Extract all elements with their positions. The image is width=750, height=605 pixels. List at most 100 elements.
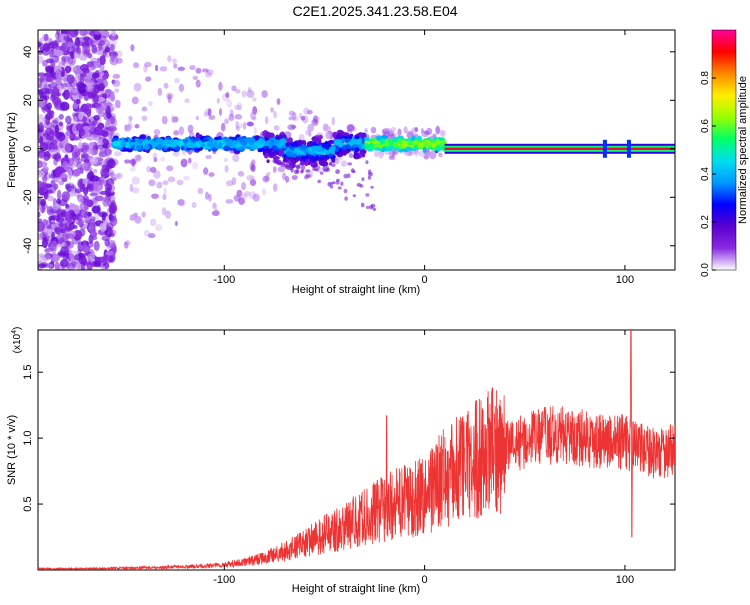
heatmap-cell xyxy=(216,98,220,104)
heatmap-cell xyxy=(322,123,329,132)
heatmap-cell xyxy=(42,237,48,249)
heatmap-cell xyxy=(85,84,94,93)
heatmap-cell xyxy=(240,139,248,146)
heatmap-cell xyxy=(167,176,176,183)
heatmap-cell xyxy=(92,168,98,174)
heatmap-cell xyxy=(236,102,243,111)
heatmap-cell xyxy=(72,144,78,149)
heatmap-cell xyxy=(88,252,95,260)
heatmap-cell xyxy=(365,193,370,197)
colorbar-ticks: 0.0 0.2 0.4 0.6 0.8 xyxy=(700,71,716,277)
heatmap-cell xyxy=(115,99,121,109)
heatmap-cell xyxy=(81,195,90,206)
snr-x-label: Height of straight line (km) xyxy=(292,583,420,595)
heatmap-cell xyxy=(343,188,348,194)
heatmap-cell xyxy=(335,169,340,175)
heatmap-cell xyxy=(50,253,60,262)
heatmap-cell xyxy=(361,153,365,158)
heatmap-cell xyxy=(344,196,348,201)
heatmap-cell xyxy=(59,229,66,234)
heatmap-cell xyxy=(329,185,334,189)
heatmap-cell xyxy=(262,175,270,183)
heatmap-cell xyxy=(290,141,295,148)
heatmap-cell xyxy=(104,238,110,247)
heatmap-cell xyxy=(309,156,316,164)
heatmap-cell xyxy=(52,96,62,106)
heatmap-cell xyxy=(148,233,156,239)
heatmap-cell xyxy=(43,33,49,42)
heatmap-cell xyxy=(226,91,230,99)
heatmap-cell xyxy=(87,52,93,59)
heatmap-cell xyxy=(74,254,83,261)
heatmap-cell xyxy=(174,78,180,84)
heatmap-cell xyxy=(64,131,71,138)
snr-multiplier-exp: 4 xyxy=(11,330,18,334)
heatmap-cell xyxy=(406,146,411,151)
heatmap-cell xyxy=(107,117,118,128)
heatmap-cell xyxy=(59,173,68,181)
heatmap-cell xyxy=(293,169,299,175)
heatmap-cell xyxy=(171,58,178,64)
heatmap-cell xyxy=(379,143,383,150)
heatmap-cell xyxy=(168,142,176,148)
heatmap-cell xyxy=(99,176,105,181)
heatmap-cell xyxy=(109,194,116,205)
heatmap-cell xyxy=(163,187,167,195)
heatmap-cell xyxy=(91,72,100,79)
heatmap-cell xyxy=(107,130,113,139)
heatmap-cell xyxy=(296,164,301,170)
heatmap-cell xyxy=(291,124,297,129)
heatmap-cell xyxy=(276,98,280,104)
heatmap-cell xyxy=(38,204,42,214)
heatmap-cell xyxy=(72,168,81,177)
heatmap-cell xyxy=(134,215,142,224)
heatmap-cell xyxy=(90,64,96,71)
heatmap-cell xyxy=(208,172,215,178)
heatmap-cell xyxy=(112,50,119,57)
heatmap-cell xyxy=(123,123,128,132)
heatmap-cell xyxy=(65,183,70,190)
heatmap-cell xyxy=(311,118,319,127)
heatmap-cell xyxy=(108,202,118,214)
snr-panel: -100 0 100 0.5 1.0 1.5 Height of straight li… xyxy=(6,327,676,595)
heatmap-cell xyxy=(162,193,167,201)
heatmap-cell xyxy=(64,241,75,249)
heatmap-cell xyxy=(128,115,132,120)
heatmap-cell xyxy=(101,30,110,39)
heatmap-cell xyxy=(167,55,172,63)
heatmap-cell xyxy=(130,44,135,52)
heatmap-cell xyxy=(304,154,309,161)
heatmap-cell xyxy=(45,58,54,64)
heatmap-cell xyxy=(292,116,299,122)
heatmap-cell xyxy=(361,177,365,182)
heatmap-cell xyxy=(269,132,275,138)
heatmap-cell xyxy=(88,234,94,244)
heatmap-cell xyxy=(38,211,41,218)
heatmap-cell xyxy=(208,142,213,148)
heatmap-cell xyxy=(172,139,180,145)
spectrogram-y-label: Frequency (Hz) xyxy=(6,112,18,188)
heatmap-cell xyxy=(65,211,71,219)
heatmap-cell xyxy=(236,136,243,141)
heatmap-cell xyxy=(108,33,119,41)
heatmap-cell xyxy=(92,206,100,213)
heatmap-cell xyxy=(439,129,445,137)
heatmap-cell xyxy=(148,179,156,187)
heatmap-cell xyxy=(218,108,223,116)
heatmap-cell xyxy=(69,30,75,37)
heatmap-cell xyxy=(182,139,188,144)
heatmap-cell xyxy=(340,160,347,167)
heatmap-cell xyxy=(343,144,352,151)
heatmap-cell xyxy=(139,134,147,140)
heatmap-cell xyxy=(308,147,313,152)
heatmap-cell xyxy=(103,152,111,158)
heatmap-cell xyxy=(201,138,209,142)
heatmap-cell xyxy=(285,175,290,183)
heatmap-cell xyxy=(99,55,106,66)
heatmap-cell xyxy=(111,30,117,37)
heatmap-cell xyxy=(435,125,440,134)
heatmap-cell xyxy=(232,153,240,163)
heatmap-cell xyxy=(99,222,107,232)
y-tick-label: -20 xyxy=(22,189,34,205)
heatmap-cell xyxy=(144,143,150,151)
